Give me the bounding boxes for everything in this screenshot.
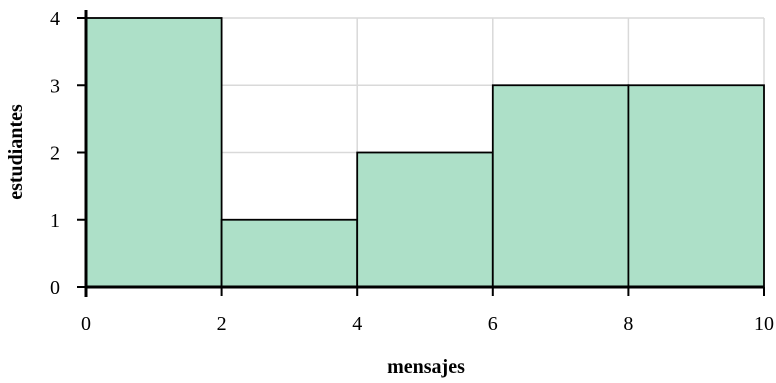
histogram-bar-2 (356, 151, 494, 288)
histogram-bar-4 (627, 84, 765, 288)
bars (85, 17, 765, 288)
x-tick-label-3: 6 (488, 313, 498, 335)
histogram-bar-3 (491, 84, 630, 288)
x-tick-label-0: 0 (81, 313, 91, 335)
x-axis-title: mensajes (387, 356, 465, 378)
x-tick-label-1: 2 (217, 313, 227, 335)
histogram-bar-1 (220, 218, 359, 288)
y-tick-labels: 0 1 2 3 4 (50, 8, 60, 299)
x-tick-label-4: 8 (623, 313, 633, 335)
x-tick-labels: 0 2 4 6 8 10 (81, 313, 774, 335)
y-tick-label-4: 4 (50, 8, 60, 30)
y-tick-label-0: 0 (50, 277, 60, 299)
x-tick-label-5: 10 (754, 313, 774, 335)
y-tick-label-1: 1 (50, 210, 60, 232)
x-tick-label-2: 4 (352, 313, 362, 335)
y-tick-label-3: 3 (50, 75, 60, 97)
axes (77, 10, 765, 297)
y-axis-title: estudiantes (5, 104, 27, 200)
y-tick-label-2: 2 (50, 143, 60, 165)
histogram-bar-0 (85, 17, 223, 288)
